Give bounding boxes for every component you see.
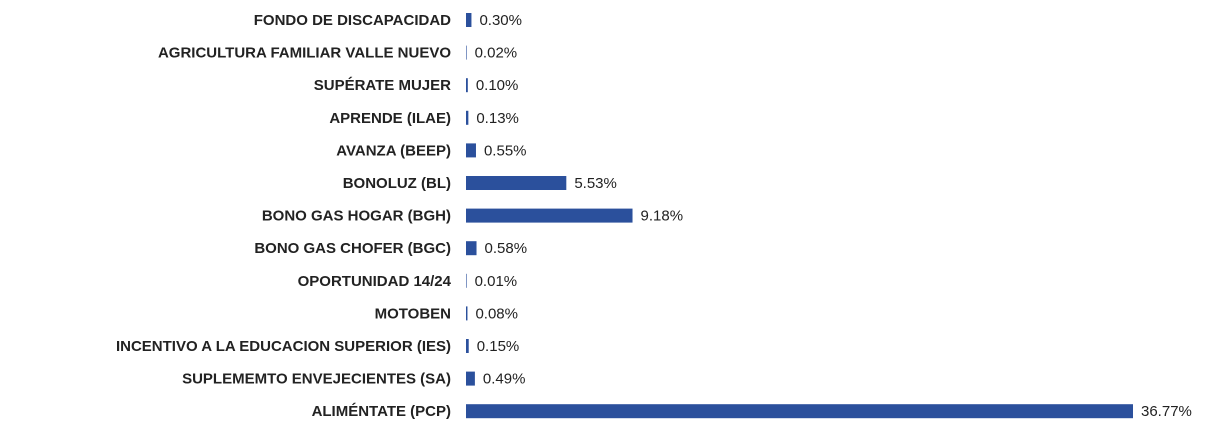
category-label: SUPLEMEMTO ENVEJECIENTES (SA): [182, 371, 451, 388]
category-label: AVANZA (BEEP): [336, 142, 451, 159]
bar: [466, 339, 469, 353]
data-label: 0.13%: [476, 110, 519, 127]
category-label: FONDO DE DISCAPACIDAD: [254, 12, 451, 29]
bar: [466, 371, 475, 386]
category-label: ALIMÉNTATE (PCP): [312, 403, 451, 420]
data-label: 0.58%: [485, 240, 528, 257]
data-label: 0.02%: [475, 45, 518, 62]
data-label: 0.08%: [475, 305, 518, 322]
category-label: INCENTIVO A LA EDUCACION SUPERIOR (IES): [116, 338, 451, 355]
category-label: MOTOBEN: [375, 305, 451, 322]
data-label: 0.15%: [477, 338, 520, 355]
category-label: BONO GAS CHOFER (BGC): [254, 240, 451, 257]
data-label: 9.18%: [641, 208, 684, 225]
category-label: APRENDE (ILAE): [329, 110, 451, 127]
data-label: 0.30%: [479, 12, 522, 29]
data-label: 0.01%: [475, 273, 518, 290]
bar: [466, 13, 472, 27]
data-label: 0.10%: [476, 77, 519, 94]
bar: [466, 110, 469, 125]
bar: [466, 306, 468, 321]
category-label: OPORTUNIDAD 14/24: [298, 273, 452, 290]
bar: [466, 404, 1133, 419]
category-label: SUPÉRATE MUJER: [314, 77, 451, 94]
data-label: 0.55%: [484, 142, 527, 159]
data-label: 0.49%: [483, 371, 526, 388]
category-label: AGRICULTURA FAMILIAR VALLE NUEVO: [158, 45, 451, 62]
bar: [466, 143, 476, 158]
category-label: BONO GAS HOGAR (BGH): [262, 208, 451, 225]
bar: [466, 78, 468, 93]
bar: [466, 45, 467, 60]
bar: [466, 273, 467, 288]
bar: [466, 241, 477, 256]
data-label: 36.77%: [1141, 403, 1192, 420]
category-label: BONOLUZ (BL): [343, 175, 451, 192]
bar: [466, 208, 633, 223]
bar: [466, 176, 567, 190]
data-label: 5.53%: [574, 175, 617, 192]
